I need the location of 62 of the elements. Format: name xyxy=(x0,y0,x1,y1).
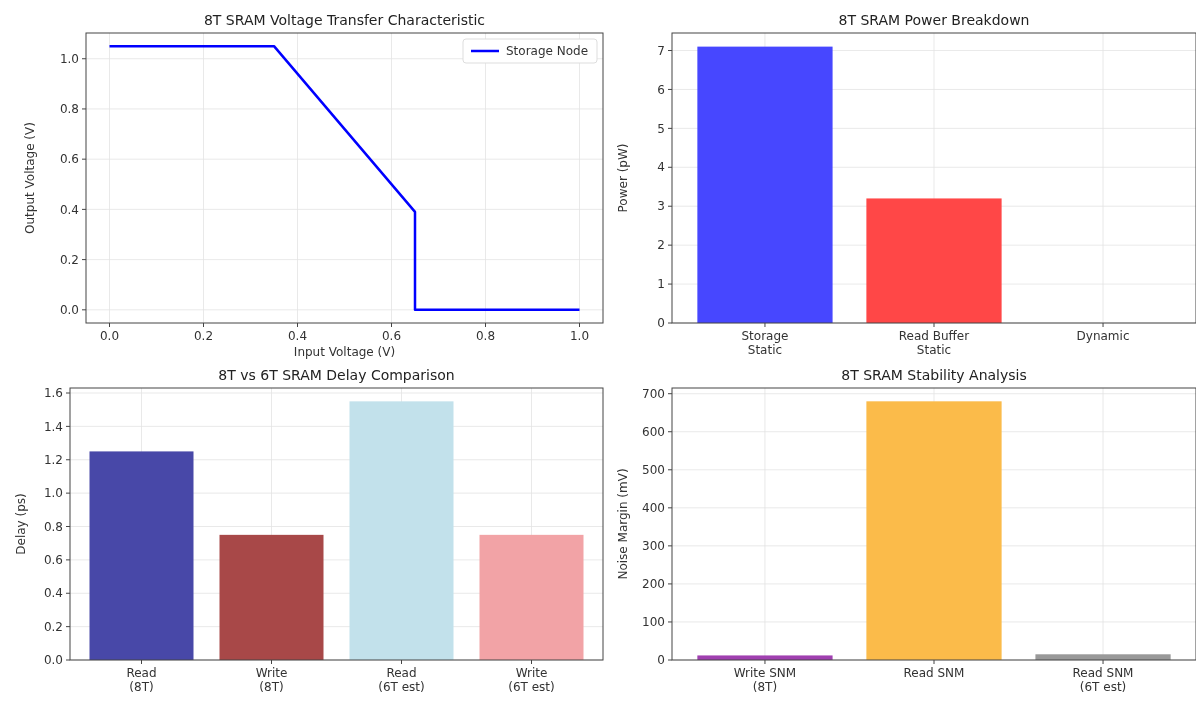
y-axis-title: Power (pW) xyxy=(616,143,630,213)
x-tick-label: Read Buffer Static xyxy=(898,329,970,357)
y-axis-title: Delay (ps) xyxy=(14,493,28,555)
legend-label: Storage Node xyxy=(506,44,589,59)
y-tick-label: 4 xyxy=(657,160,665,175)
x-tick-label: Dynamic xyxy=(1076,329,1130,343)
x-tick-label: 0.8 xyxy=(475,329,496,343)
x-tick-label: Read SNM xyxy=(903,666,965,680)
y-tick-label: 0.0 xyxy=(43,653,63,668)
x-tick-label: 1.0 xyxy=(569,329,590,343)
y-tick-label: 2 xyxy=(657,238,665,253)
y-tick-label: 0.2 xyxy=(59,252,79,267)
x-tick-label: Storage Static xyxy=(741,329,789,357)
y-tick-label: 0.0 xyxy=(59,303,79,318)
y-tick-label: 7 xyxy=(657,43,665,58)
y-tick-label: 700 xyxy=(642,386,665,401)
y-tick-label: 0.4 xyxy=(59,202,79,217)
chart-title: 8T SRAM Power Breakdown xyxy=(838,12,1030,28)
x-tick-label: 0.2 xyxy=(193,329,214,343)
y-tick-label: 0.4 xyxy=(43,586,63,601)
x-tick-label: 0.6 xyxy=(381,329,402,343)
y-tick-label: 300 xyxy=(642,539,665,554)
x-axis-title: Input Voltage (V) xyxy=(293,345,396,359)
bar xyxy=(219,534,324,660)
y-axis-title: Noise Margin (mV) xyxy=(616,468,630,580)
bar xyxy=(89,451,194,660)
bar xyxy=(866,401,1002,660)
chart-title: 8T SRAM Voltage Transfer Characteristic xyxy=(203,12,486,28)
x-tick-label: 0.4 xyxy=(287,329,308,343)
y-tick-label: 0.6 xyxy=(59,152,79,167)
y-tick-label: 1.6 xyxy=(43,386,63,401)
y-tick-label: 1 xyxy=(657,277,665,292)
y-tick-label: 400 xyxy=(642,501,665,516)
y-tick-label: 0 xyxy=(657,653,665,668)
chart-title: 8T SRAM Stability Analysis xyxy=(841,367,1027,383)
y-tick-label: 0.8 xyxy=(43,519,63,534)
y-tick-label: 600 xyxy=(642,424,665,439)
y-tick-label: 1.0 xyxy=(43,486,63,501)
x-tick-label: Read SNM (6T est) xyxy=(1072,666,1134,694)
y-tick-label: 200 xyxy=(642,577,665,592)
x-tick-label: Read (6T est) xyxy=(378,666,425,694)
x-tick-label: Write (8T) xyxy=(255,666,288,694)
x-tick-label: Read (8T) xyxy=(126,666,157,694)
y-tick-label: 0.8 xyxy=(59,102,79,117)
y-tick-label: 5 xyxy=(657,121,665,136)
y-tick-label: 500 xyxy=(642,462,665,477)
y-tick-label: 0.6 xyxy=(43,553,63,568)
x-tick-label: Write (6T est) xyxy=(508,666,555,694)
y-axis-title: Output Voltage (V) xyxy=(23,122,37,234)
y-tick-label: 1.4 xyxy=(43,419,63,434)
x-tick-label: Write SNM (8T) xyxy=(733,666,797,694)
y-tick-label: 0 xyxy=(657,316,665,331)
bar xyxy=(349,401,454,660)
y-tick-label: 6 xyxy=(657,82,665,97)
x-tick-label: 0.0 xyxy=(99,329,120,343)
y-tick-label: 1.0 xyxy=(59,51,79,66)
chart-title: 8T vs 6T SRAM Delay Comparison xyxy=(218,367,455,383)
y-tick-label: 0.2 xyxy=(43,619,63,634)
y-tick-label: 3 xyxy=(657,199,665,214)
y-tick-label: 1.2 xyxy=(43,452,63,467)
bar xyxy=(479,534,584,660)
y-tick-label: 100 xyxy=(642,615,665,630)
